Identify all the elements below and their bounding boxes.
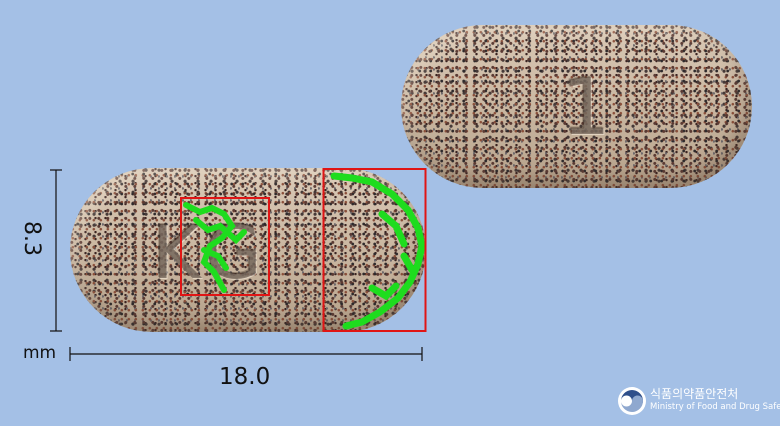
detection-marks bbox=[183, 172, 426, 330]
highlight-box-right bbox=[322, 168, 427, 332]
agency-name-korean: 식품의약품안전처 bbox=[650, 387, 739, 401]
height-label: 8.3 bbox=[19, 221, 44, 256]
pill-front-side: KG bbox=[70, 168, 426, 332]
height-dimension-line bbox=[50, 169, 62, 332]
width-dimension-line bbox=[69, 347, 423, 361]
agency-name-english: Ministry of Food and Drug Safety bbox=[650, 402, 780, 412]
detection-mark-left bbox=[183, 202, 247, 293]
highlight-box-left bbox=[180, 197, 270, 296]
pill-imprint-back: 1 bbox=[561, 63, 611, 153]
pill-back-side: 1 bbox=[401, 25, 752, 188]
detection-mark-right bbox=[330, 172, 426, 330]
unit-label: mm bbox=[23, 343, 57, 363]
width-label: 18.0 bbox=[219, 364, 271, 390]
agency-logo-icon bbox=[618, 387, 646, 415]
